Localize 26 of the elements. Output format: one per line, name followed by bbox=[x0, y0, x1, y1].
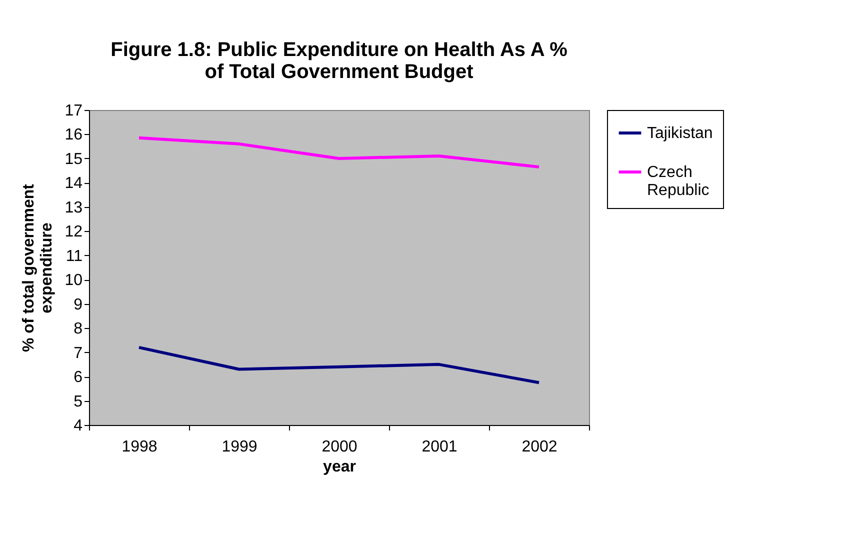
y-tick-label: 8 bbox=[74, 320, 83, 338]
legend-label: Tajikistan bbox=[647, 125, 713, 142]
x-tick-label: 1999 bbox=[222, 438, 258, 456]
line-series bbox=[138, 346, 540, 384]
y-tick-label: 14 bbox=[64, 175, 83, 192]
y-tick-label: 5 bbox=[74, 393, 83, 410]
y-tick-label: 16 bbox=[64, 126, 83, 144]
y-tick-label: 12 bbox=[64, 224, 83, 241]
x-axis-title: year bbox=[323, 458, 356, 476]
y-tick-label: 15 bbox=[64, 150, 83, 168]
chart-title: Figure 1.8: Public Expenditure on Health As A % of Total Government Budget bbox=[110, 39, 568, 83]
y-tick-label: 13 bbox=[64, 199, 83, 216]
x-tick-label: 1998 bbox=[122, 438, 158, 456]
y-tick-label: 7 bbox=[74, 344, 83, 362]
legend-label: Czech Republic bbox=[647, 164, 710, 199]
y-tick-label: 4 bbox=[74, 418, 83, 434]
y-tick-label: 17 bbox=[64, 102, 83, 120]
y-tick-label: 6 bbox=[74, 369, 83, 386]
line-series bbox=[138, 136, 540, 168]
y-tick-label: 10 bbox=[64, 272, 83, 290]
x-tick-label: 2000 bbox=[322, 438, 358, 456]
y-axis-title: % of total government expenditure bbox=[20, 183, 56, 352]
x-tick-label: 2001 bbox=[422, 438, 458, 456]
y-tick-label: 9 bbox=[74, 296, 83, 314]
y-tick-label: 11 bbox=[66, 248, 83, 265]
x-tick-label: 2002 bbox=[522, 438, 558, 456]
